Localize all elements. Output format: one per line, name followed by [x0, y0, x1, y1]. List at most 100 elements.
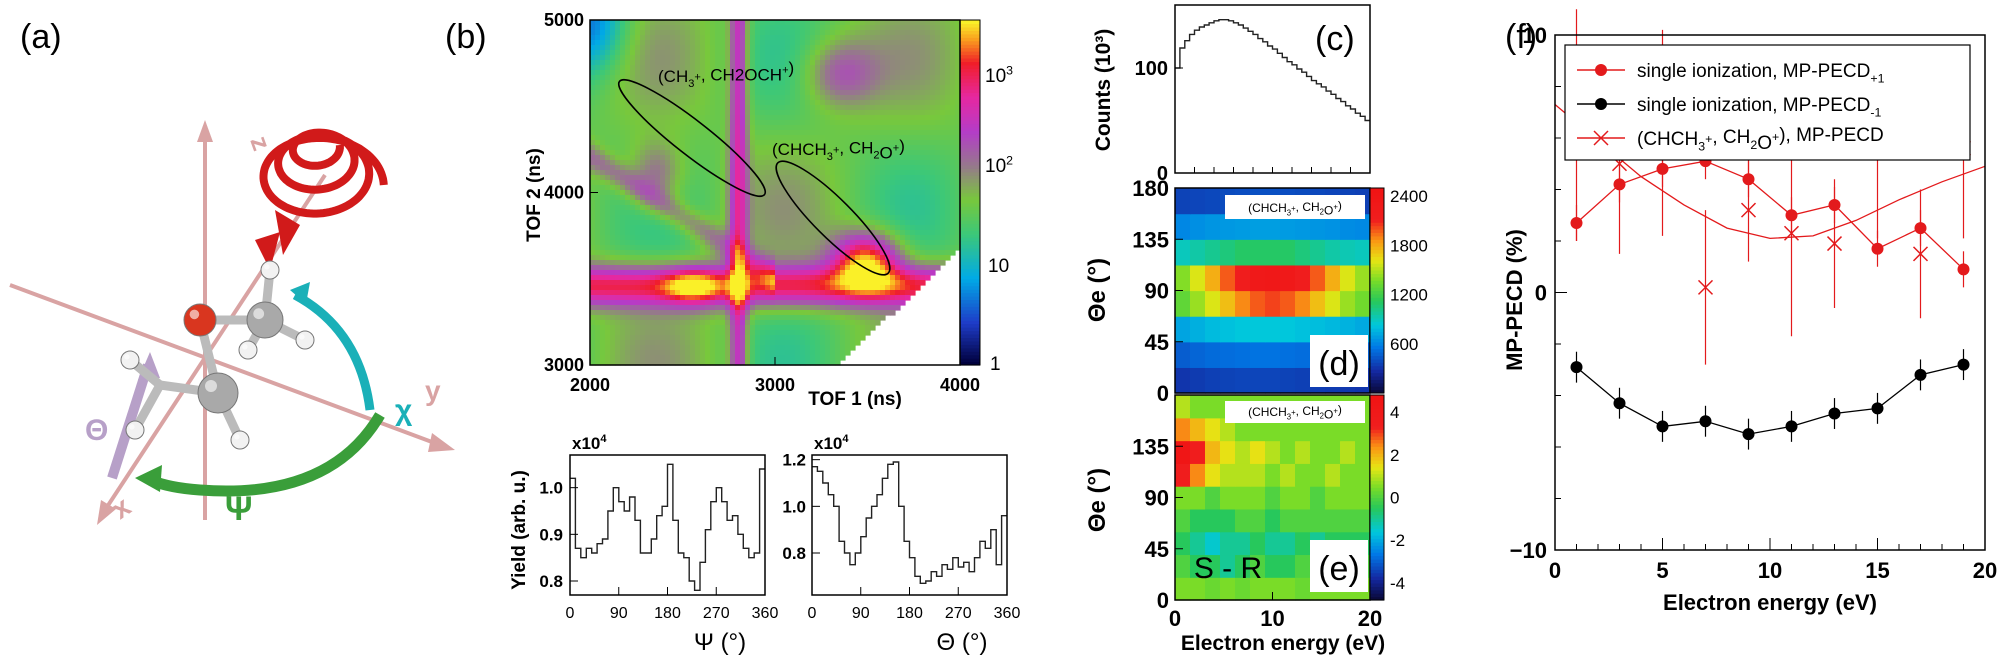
map-pixel [720, 335, 726, 341]
map-pixel [950, 70, 956, 76]
map-pixel [605, 285, 611, 291]
map-pixel [655, 40, 661, 46]
map-pixel [775, 80, 781, 86]
map-pixel [935, 165, 941, 171]
map-pixel [775, 345, 781, 351]
map-pixel [720, 135, 726, 141]
map-pixel [800, 255, 806, 261]
map-pixel [740, 95, 746, 101]
map-pixel [805, 335, 811, 341]
map-pixel [735, 180, 741, 186]
map-pixel [740, 185, 746, 191]
map-pixel [915, 55, 921, 61]
map-pixel [860, 180, 866, 186]
map-pixel [730, 210, 736, 216]
map-pixel [870, 155, 876, 161]
map-pixel [820, 30, 826, 36]
map-pixel [715, 260, 721, 266]
map-pixel [860, 290, 866, 296]
map-pixel [900, 60, 906, 66]
map-pixel [770, 285, 776, 291]
map-pixel [645, 285, 651, 291]
map-pixel [705, 250, 711, 256]
map-pixel [760, 80, 766, 86]
map-pixel [755, 160, 761, 166]
map-pixel [850, 145, 856, 151]
map-pixel [950, 125, 956, 131]
map-pixel [645, 245, 651, 251]
map-pixel [620, 190, 626, 196]
map-pixel [590, 175, 596, 181]
map-pixel [795, 135, 801, 141]
map-pixel [640, 340, 646, 346]
map-pixel [785, 295, 791, 301]
map-pixel [665, 125, 671, 131]
map-pixel [800, 265, 806, 271]
map-pixel [815, 205, 821, 211]
map-pixel [770, 340, 776, 346]
map-pixel [825, 340, 831, 346]
map-pixel [695, 250, 701, 256]
map-pixel [715, 120, 721, 126]
map-pixel [815, 270, 821, 276]
map-pixel [740, 325, 746, 331]
map-pixel [645, 110, 651, 116]
map-pixel [605, 150, 611, 156]
map-pixel [645, 130, 651, 136]
map-pixel [895, 210, 901, 216]
map-pixel [710, 245, 716, 251]
map-pixel [625, 200, 631, 206]
map-pixel [825, 190, 831, 196]
map-pixel [620, 210, 626, 216]
map-pixel [915, 95, 921, 101]
map-pixel [920, 100, 926, 106]
map-pixel [845, 210, 851, 216]
map-pixel [610, 210, 616, 216]
map-pixel [810, 350, 816, 356]
map-pixel [765, 315, 771, 321]
map-pixel [805, 150, 811, 156]
map-pixel [795, 25, 801, 31]
map-pixel [635, 115, 641, 121]
map-pixel [840, 210, 846, 216]
map-pixel [680, 175, 686, 181]
map-pixel [910, 120, 916, 126]
map-pixel [785, 100, 791, 106]
map-pixel [915, 270, 921, 276]
map-pixel [655, 110, 661, 116]
map-pixel [850, 130, 856, 136]
map-pixel [890, 150, 896, 156]
map-pixel [710, 40, 716, 46]
map-pixel [685, 100, 691, 106]
map-pixel [780, 355, 786, 361]
map-pixel [905, 185, 911, 191]
map-pixel [750, 175, 756, 181]
map-pixel [745, 105, 751, 111]
map-pixel [880, 20, 886, 26]
map-pixel [820, 145, 826, 151]
map-pixel [835, 55, 841, 61]
map-pixel [935, 190, 941, 196]
map-pixel [765, 330, 771, 336]
map-pixel [615, 295, 621, 301]
map-pixel [805, 195, 811, 201]
map-pixel [880, 105, 886, 111]
map-pixel [665, 205, 671, 211]
map-pixel [805, 265, 811, 271]
map-pixel [810, 195, 816, 201]
map-pixel [725, 355, 731, 361]
map-pixel [895, 65, 901, 71]
map-pixel [950, 155, 956, 161]
map-pixel [845, 60, 851, 66]
map-pixel [875, 280, 881, 286]
map-pixel [895, 170, 901, 176]
map-pixel [920, 195, 926, 201]
map-pixel [945, 170, 951, 176]
map-pixel [705, 295, 711, 301]
map-pixel [940, 165, 946, 171]
map-pixel [635, 105, 641, 111]
map-pixel [675, 315, 681, 321]
map-pixel [610, 300, 616, 306]
map-pixel [880, 305, 886, 311]
map-pixel [775, 330, 781, 336]
